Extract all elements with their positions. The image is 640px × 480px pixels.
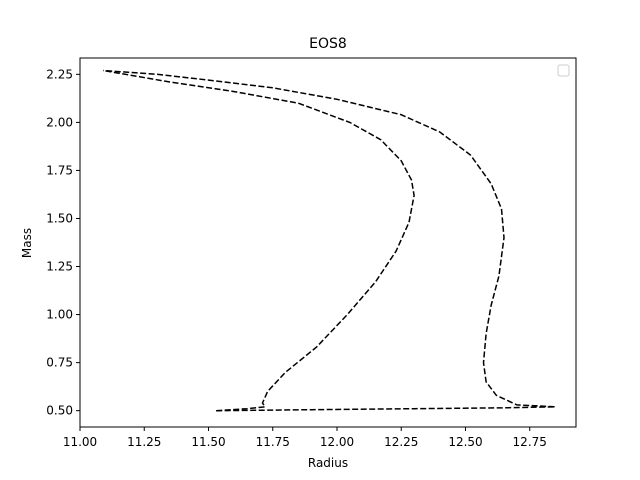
series-line-1 [102, 69, 415, 412]
x-tick-label: 11.25 [127, 435, 161, 449]
y-axis-label: Mass [20, 228, 34, 258]
x-tick-label: 12.50 [448, 435, 482, 449]
plot-frame [79, 57, 577, 428]
x-tick-label: 11.00 [63, 435, 97, 449]
y-tick-label: 2.00 [46, 115, 73, 129]
y-tick-label: 1.75 [46, 163, 73, 177]
x-axis-label: Radius [308, 456, 348, 470]
plot-lines [102, 69, 556, 412]
y-tick-label: 2.25 [46, 67, 73, 81]
y-tick-label: 1.50 [46, 211, 73, 225]
x-tick-label: 11.75 [256, 435, 290, 449]
x-tick-label: 11.50 [191, 435, 225, 449]
y-tick-label: 0.75 [46, 356, 73, 370]
y-tick-label: 0.50 [46, 404, 73, 418]
chart-title: EOS8 [309, 36, 347, 52]
series-line-2 [103, 69, 556, 412]
x-tick-label: 12.00 [320, 435, 354, 449]
x-axis: 11.00 11.25 11.50 11.75 12.00 12.25 12.50 12.75 [63, 427, 547, 449]
y-tick-label: 1.00 [46, 308, 73, 322]
legend-box [557, 64, 570, 77]
x-tick-label: 12.25 [384, 435, 418, 449]
y-axis: 0.50 0.75 1.00 1.25 1.50 1.75 2.00 2.25 [46, 67, 80, 418]
x-tick-label: 12.75 [513, 435, 547, 449]
y-tick-label: 1.25 [46, 260, 73, 274]
